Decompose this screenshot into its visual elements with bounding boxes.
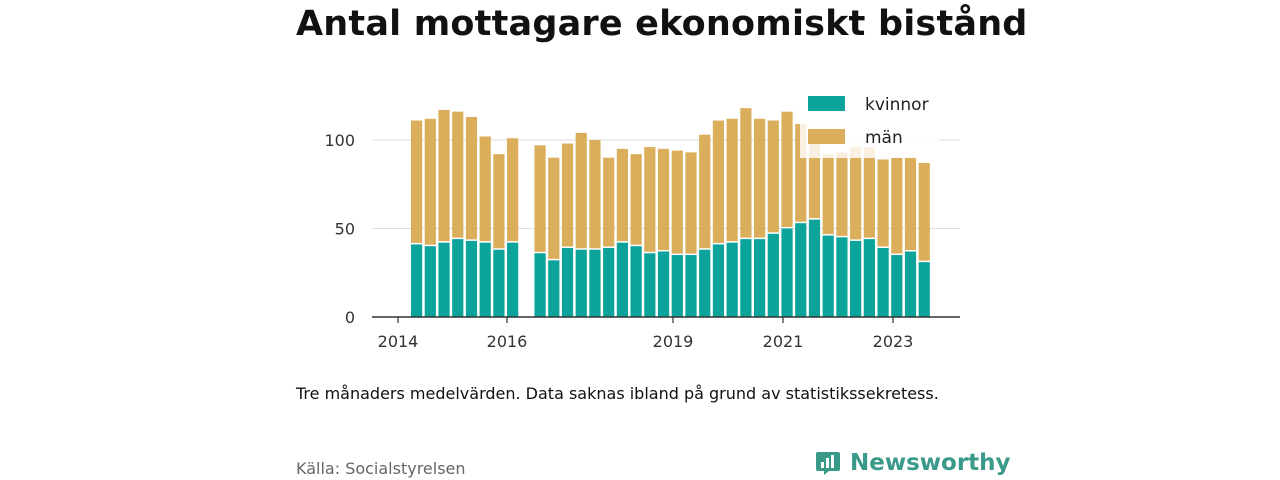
x-tick-label: 2021: [763, 332, 804, 351]
x-axis: 2014 2016 2019 2021 2023: [372, 316, 960, 351]
bar-kvinnor: [699, 249, 711, 317]
bar-man: [726, 118, 738, 242]
legend: kvinnor män: [800, 88, 940, 158]
bar-man: [850, 147, 862, 240]
bar-kvinnor: [438, 242, 450, 317]
bar-man: [479, 136, 491, 242]
bar-man: [808, 138, 821, 219]
bar-kvinnor: [740, 239, 752, 317]
brand-logo[interactable]: Newsworthy: [815, 446, 1011, 480]
stacked-bar-chart: 0 50 100 2014 2016 2019 2021 2023 kvinnor män: [324, 88, 960, 351]
bar-man: [657, 148, 670, 251]
bar-man: [411, 120, 423, 243]
bar-kvinnor: [507, 242, 519, 317]
legend-label: kvinnor: [865, 95, 929, 115]
legend-swatch: [808, 96, 845, 111]
x-tick-label: 2016: [487, 332, 528, 351]
bar-kvinnor: [767, 233, 779, 317]
bar-man: [438, 109, 450, 242]
bar-man: [754, 118, 766, 238]
bar-kvinnor: [808, 219, 821, 317]
bar-man: [561, 143, 574, 247]
bar-kvinnor: [822, 235, 834, 317]
bar-man: [877, 159, 889, 247]
bar-kvinnor: [863, 239, 875, 317]
y-tick-label: 0: [345, 308, 355, 327]
bar-kvinnor: [561, 247, 574, 317]
bar-kvinnor: [726, 242, 738, 317]
y-tick-label: 100: [324, 131, 355, 150]
bar-man: [630, 154, 642, 245]
chart-note: Tre månaders medelvärden. Data saknas ib…: [296, 384, 939, 403]
bar-kvinnor: [452, 239, 464, 317]
bar-kvinnor: [465, 240, 478, 317]
bar-kvinnor: [781, 228, 793, 317]
bar-man: [891, 157, 903, 254]
bar-man: [767, 120, 779, 233]
x-tick-label: 2019: [653, 332, 694, 351]
bar-kvinnor: [630, 246, 642, 317]
bar-man: [534, 145, 546, 252]
bar-man: [465, 116, 478, 240]
bar-man: [740, 108, 752, 238]
bar-man: [548, 157, 560, 259]
chart-source: Källa: Socialstyrelsen: [296, 459, 466, 478]
bar-kvinnor: [754, 239, 766, 317]
bar-kvinnor: [548, 260, 560, 317]
bar-man: [452, 111, 464, 238]
bar-kvinnor: [534, 253, 546, 317]
bar-kvinnor: [575, 249, 587, 317]
bar-kvinnor: [685, 255, 697, 317]
chart-title: Antal mottagare ekonomiskt bistånd: [296, 4, 1028, 44]
bar-man: [424, 118, 436, 245]
bar-kvinnor: [904, 251, 917, 317]
bar-man: [918, 163, 930, 261]
bar-man: [904, 157, 917, 251]
bar-kvinnor: [795, 223, 807, 317]
x-tick-label: 2023: [873, 332, 914, 351]
newsworthy-logo-icon: [816, 452, 840, 475]
x-tick-label: 2014: [378, 332, 419, 351]
bar-kvinnor: [671, 255, 683, 317]
bar-kvinnor: [712, 244, 725, 317]
bar-man: [863, 147, 875, 238]
bar-man: [493, 154, 505, 249]
bar-kvinnor: [424, 246, 436, 317]
y-tick-label: 50: [335, 220, 355, 239]
bar-man: [644, 147, 656, 252]
bar-man: [507, 138, 519, 242]
bar-man: [781, 111, 793, 227]
bar-kvinnor: [411, 244, 423, 317]
bar-kvinnor: [918, 262, 930, 317]
bar-kvinnor: [644, 253, 656, 317]
bar-man: [836, 152, 848, 236]
y-axis: 0 50 100: [324, 131, 355, 327]
bar-man: [575, 132, 587, 249]
bars: [411, 108, 930, 317]
bar-kvinnor: [891, 255, 903, 317]
bar-kvinnor: [836, 237, 848, 317]
bar-man: [603, 157, 615, 247]
bar-man: [671, 150, 683, 254]
bar-kvinnor: [616, 242, 628, 317]
bar-man: [699, 134, 711, 249]
bar-kvinnor: [603, 247, 615, 317]
bar-man: [712, 120, 725, 243]
bar-man: [822, 154, 834, 235]
brand-name: Newsworthy: [850, 450, 1011, 476]
bar-kvinnor: [657, 251, 670, 317]
legend-swatch: [808, 129, 845, 144]
legend-label: män: [865, 128, 903, 148]
bar-kvinnor: [850, 240, 862, 317]
bar-kvinnor: [493, 249, 505, 317]
bar-man: [616, 148, 628, 242]
bar-kvinnor: [877, 247, 889, 317]
bar-man: [795, 124, 807, 222]
bar-man: [685, 152, 697, 254]
bar-man: [589, 140, 601, 249]
bar-kvinnor: [479, 242, 491, 317]
bar-kvinnor: [589, 249, 601, 317]
